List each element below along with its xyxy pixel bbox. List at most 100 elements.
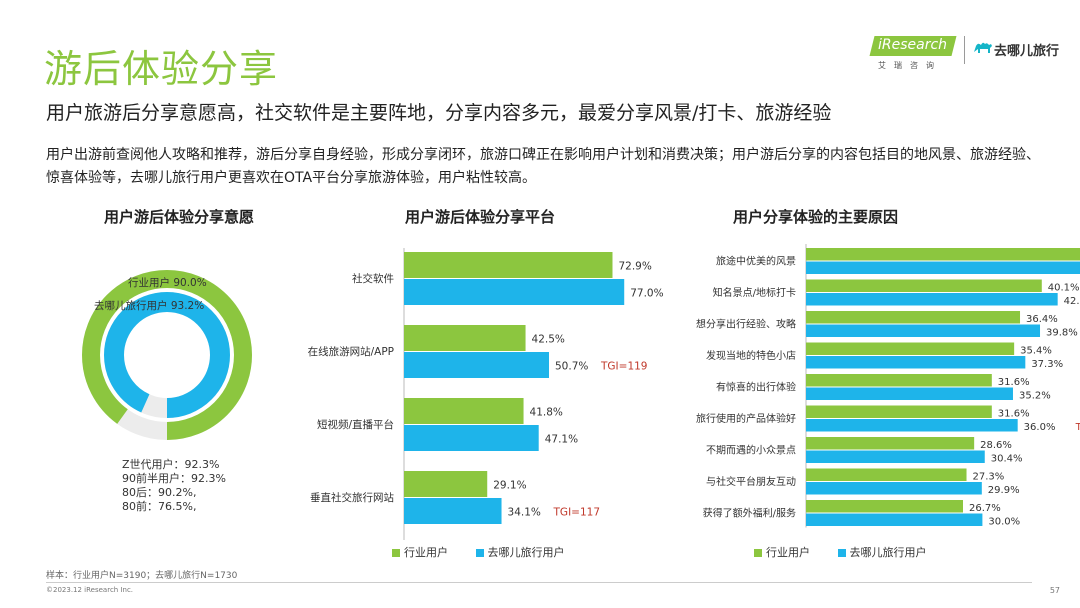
legend-label-industry: 行业用户 xyxy=(404,546,448,559)
legend-swatch-qunar xyxy=(837,549,846,557)
demographic-list: Z世代用户：92.3% 90前半用户：92.3% 80后：90.2%, 80前：… xyxy=(122,458,226,514)
category-label: 社交软件 xyxy=(352,272,394,285)
category-label: 短视频/直播平台 xyxy=(317,418,394,431)
intro-text: 用户出游前查阅他人攻略和推荐，游后分享自身经验，形成分享闭环，旅游口碑正在影响用… xyxy=(46,147,1040,186)
data-label: 35.4% xyxy=(1020,345,1052,356)
data-label: 30.0% xyxy=(988,516,1020,527)
data-label: 42.5% xyxy=(532,334,565,346)
tgi-annotation: TGI=117 xyxy=(553,507,601,519)
ring-qunar xyxy=(104,292,230,418)
iresearch-logo-subtext: 艾瑞咨询 xyxy=(878,61,942,70)
data-label: 37.3% xyxy=(1031,359,1063,370)
bar-qunar xyxy=(806,450,985,463)
category-label: 获得了额外福利/服务 xyxy=(703,507,796,520)
legend-swatch-qunar xyxy=(475,549,484,557)
demographic-line: 80后：90.2%, xyxy=(122,486,197,499)
category-label: 想分享出行经验、攻略 xyxy=(696,318,796,331)
legend-item-qunar: 去哪儿旅行用户 xyxy=(837,544,927,560)
page-number: 57 xyxy=(1049,586,1060,595)
logo-area: iResearch 艾瑞咨询 去哪儿旅行 xyxy=(869,28,1062,74)
footer-divider xyxy=(46,582,1032,583)
bar-qunar xyxy=(806,513,983,526)
category-label: 与社交平台朋友互动 xyxy=(706,475,796,488)
data-label: 29.1% xyxy=(493,480,526,492)
data-label: 29.9% xyxy=(988,485,1020,496)
ring-label-industry: 行业用户 90.0% xyxy=(128,277,207,289)
data-label: 31.6% xyxy=(998,408,1030,419)
bar-qunar xyxy=(806,387,1013,400)
legend-swatch-industry xyxy=(392,549,400,557)
category-label: 垂直社交旅行网站 xyxy=(310,491,394,504)
logo-divider xyxy=(964,36,965,64)
legend-item-qunar: 去哪儿旅行用户 xyxy=(475,544,565,560)
bar-qunar xyxy=(806,261,1080,274)
bar-industry xyxy=(806,342,1015,355)
data-label: 36.0% xyxy=(1024,422,1056,433)
tgi-annotation: TGI=119 xyxy=(600,361,648,373)
legend-label-qunar: 去哪儿旅行用户 xyxy=(849,546,927,559)
data-label: 50.7% xyxy=(555,361,588,373)
demographic-line: 90前半用户：92.3% xyxy=(122,472,226,485)
data-label: 34.1% xyxy=(508,507,541,519)
bar-industry xyxy=(806,500,963,513)
bar-industry xyxy=(404,471,488,497)
bar-qunar xyxy=(806,356,1026,369)
data-label: 31.6% xyxy=(998,377,1030,388)
chart1-title: 用户游后体验分享意愿 xyxy=(104,208,255,226)
category-label: 发现当地的特色小店 xyxy=(706,349,796,362)
iresearch-logo-text: iResearch xyxy=(878,37,948,53)
category-label: 旅途中优美的风景 xyxy=(716,255,796,268)
ring-industry xyxy=(82,270,252,440)
data-label: 42.8% xyxy=(1064,296,1080,307)
bar-qunar xyxy=(806,482,982,495)
data-label: 30.4% xyxy=(991,453,1023,464)
tgi-annotation: TGI=114 xyxy=(1075,422,1080,433)
bar-qunar xyxy=(404,498,502,524)
bar-qunar xyxy=(404,425,539,451)
bar-industry xyxy=(806,437,975,450)
data-label: 41.8% xyxy=(530,407,563,419)
bar-industry xyxy=(404,398,524,424)
bar-industry xyxy=(806,279,1042,292)
bar-qunar xyxy=(806,293,1058,306)
category-label: 旅行使用的产品体验好 xyxy=(696,412,796,425)
bar-industry xyxy=(806,374,992,387)
category-label: 知名景点/地标打卡 xyxy=(713,286,796,299)
bar-industry xyxy=(404,325,526,351)
data-label: 27.3% xyxy=(973,471,1005,482)
page-title: 游后体验分享 xyxy=(44,47,279,91)
data-label: 26.7% xyxy=(969,503,1001,514)
page-subtitle: 用户旅游后分享意愿高，社交软件是主要阵地，分享内容多元，最爱分享风景/打卡、旅游… xyxy=(46,102,832,124)
demographic-line: 80前：76.5%, xyxy=(122,500,197,513)
data-label: 39.8% xyxy=(1046,327,1078,338)
data-label: 28.6% xyxy=(980,440,1012,451)
data-label: 72.9% xyxy=(618,261,651,273)
bar-industry xyxy=(404,252,613,278)
chart3-title: 用户分享体验的主要原因 xyxy=(733,208,899,226)
footer-copyright: ©2023.12 iResearch Inc. xyxy=(46,586,134,594)
bar-industry xyxy=(806,405,992,418)
chart2-title: 用户游后体验分享平台 xyxy=(405,208,556,226)
demographic-line: Z世代用户：92.3% xyxy=(122,458,220,471)
bar-qunar xyxy=(806,419,1018,432)
bar-qunar xyxy=(404,279,625,305)
legend-label-industry: 行业用户 xyxy=(766,546,810,559)
category-label: 在线旅游网站/APP xyxy=(308,345,394,358)
qunar-logo-text: 去哪儿旅行 xyxy=(994,44,1060,59)
bar-industry xyxy=(806,248,1080,261)
ring-label-qunar: 去哪儿旅行用户 93.2% xyxy=(94,300,205,312)
data-label: 35.2% xyxy=(1019,390,1051,401)
bar-qunar xyxy=(404,352,550,378)
camel-icon xyxy=(972,38,994,56)
chart3-legend: 行业用户 去哪儿旅行用户 xyxy=(754,544,951,560)
footer-sample-note: 样本：行业用户N=3190；去哪儿旅行N=1730 xyxy=(46,571,238,581)
bar-industry xyxy=(806,468,967,481)
legend-item-industry: 行业用户 xyxy=(392,544,448,560)
legend-item-industry: 行业用户 xyxy=(754,544,810,560)
legend-swatch-industry xyxy=(754,549,762,557)
data-label: 36.4% xyxy=(1026,314,1058,325)
bar-industry xyxy=(806,311,1021,324)
data-label: 77.0% xyxy=(630,288,663,300)
data-label: 40.1% xyxy=(1048,282,1080,293)
